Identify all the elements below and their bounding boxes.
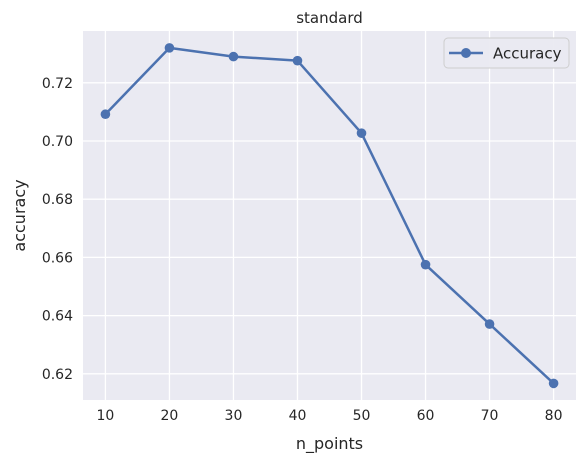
y-tick-label: 0.66: [42, 250, 73, 266]
legend: Accuracy: [444, 38, 569, 68]
y-axis-label: accuracy: [10, 179, 29, 251]
legend-entry-label: Accuracy: [493, 45, 562, 63]
x-tick-label: 10: [96, 408, 114, 424]
y-tick-label: 0.72: [42, 76, 73, 92]
x-tick-label: 60: [417, 408, 435, 424]
x-tick-label: 40: [289, 408, 307, 424]
x-tick-label: 50: [353, 408, 371, 424]
data-point: [357, 128, 367, 138]
x-tick-label: 70: [481, 408, 499, 424]
data-point: [293, 56, 303, 66]
chart-title: standard: [296, 9, 363, 27]
y-tick-label: 0.64: [42, 309, 73, 325]
legend-marker: [461, 48, 471, 58]
data-point: [421, 260, 431, 270]
y-tick-label: 0.70: [42, 134, 73, 150]
data-point: [485, 319, 495, 329]
y-tick-label: 0.62: [42, 367, 73, 383]
x-tick-label: 20: [161, 408, 179, 424]
plot-area-background: [83, 31, 576, 400]
data-point: [101, 109, 111, 119]
data-point: [229, 52, 239, 62]
x-tick-label: 80: [545, 408, 563, 424]
data-point: [165, 43, 175, 53]
data-point: [549, 379, 559, 389]
x-tick-label: 30: [225, 408, 243, 424]
x-axis-label: n_points: [296, 434, 363, 454]
y-tick-label: 0.68: [42, 192, 73, 208]
